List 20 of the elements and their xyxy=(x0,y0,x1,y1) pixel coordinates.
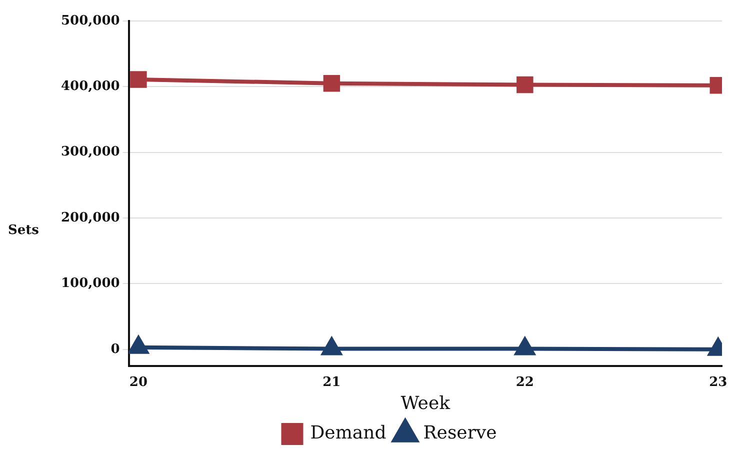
point xyxy=(515,338,535,356)
point xyxy=(516,76,534,94)
point xyxy=(130,71,147,88)
y-tick-label: 300,000 xyxy=(60,144,120,160)
y-tick-label: 400,000 xyxy=(60,79,120,94)
point xyxy=(128,336,148,354)
y-tick-label: 100,000 xyxy=(60,276,120,292)
x-axis-title: Week xyxy=(400,392,452,414)
point xyxy=(323,75,340,92)
x-tick-label: 22 xyxy=(516,374,534,390)
x-tick-label: 21 xyxy=(322,374,341,390)
legend-label: Reserve xyxy=(423,422,497,444)
point xyxy=(322,338,342,356)
y-tick-label: 500,000 xyxy=(60,13,120,28)
y-tick-label: 0 xyxy=(110,342,120,357)
x-tick-label: 20 xyxy=(129,374,148,390)
y-axis-title: Sets xyxy=(8,223,40,238)
y-tick-label: 200,000 xyxy=(60,210,120,226)
x-tick-label: 23 xyxy=(709,374,728,390)
legend-label: Demand xyxy=(310,422,386,444)
